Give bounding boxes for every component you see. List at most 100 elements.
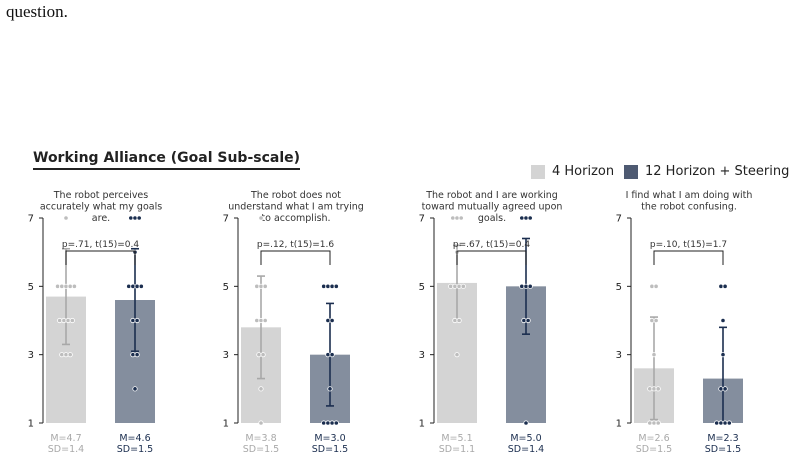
- data-point: [452, 283, 458, 289]
- stat-sd-label: SD=1.1: [439, 444, 475, 455]
- data-point: [57, 317, 63, 324]
- y-tick-label: 3: [419, 350, 425, 361]
- chart-title-line: goals.: [478, 213, 506, 224]
- data-point: [325, 352, 331, 358]
- data-point: [63, 352, 69, 358]
- data-point: [327, 386, 333, 392]
- stat-sd-label: SD=1.5: [243, 444, 279, 455]
- data-point: [450, 215, 456, 221]
- data-point: [134, 317, 140, 324]
- chart-title-line: The robot and I are working: [425, 190, 558, 201]
- data-point: [134, 283, 140, 289]
- data-point: [523, 283, 529, 289]
- legend-label-12-horizon: 12 Horizon + Steering: [645, 164, 790, 179]
- data-point: [130, 317, 136, 324]
- data-point: [722, 283, 728, 289]
- data-point: [720, 352, 726, 358]
- stat-mean-label: M=4.6: [119, 433, 150, 444]
- chart-title-line: to accomplish.: [261, 213, 330, 224]
- data-point: [521, 317, 527, 324]
- data-point: [132, 215, 138, 221]
- data-point: [454, 215, 460, 221]
- data-point: [329, 283, 335, 289]
- chart-title-line: The robot does not: [250, 190, 341, 201]
- data-point: [653, 317, 659, 324]
- stat-sd-label: SD=1.5: [705, 444, 741, 455]
- significance-label: p=.12, t(15)=1.6: [257, 240, 334, 250]
- caption-tail: question.: [6, 2, 68, 21]
- data-point: [456, 283, 462, 289]
- chart-title-line: I find what I am doing with: [626, 190, 753, 201]
- data-point: [71, 283, 78, 289]
- significance-label: p=.71, t(15)=0.4: [62, 240, 139, 250]
- y-tick-label: 7: [616, 214, 622, 225]
- data-point: [128, 215, 134, 221]
- data-point: [647, 386, 653, 392]
- data-point: [649, 317, 655, 324]
- y-tick-label: 3: [616, 350, 622, 361]
- y-tick-label: 5: [223, 282, 229, 293]
- legend-item-4-horizon: 4 Horizon: [531, 164, 614, 179]
- chart-title-line: understand what I am trying: [228, 202, 364, 213]
- data-point: [63, 283, 69, 289]
- data-point: [67, 352, 73, 358]
- data-point: [649, 283, 655, 289]
- data-point: [718, 420, 724, 426]
- stat-mean-label: M=3.0: [314, 433, 345, 444]
- chart-title-line: The robot perceives: [53, 190, 149, 201]
- stat-sd-label: SD=1.4: [48, 444, 84, 455]
- y-tick-label: 7: [223, 214, 229, 225]
- chart-title-line: toward mutually agreed upon: [422, 202, 563, 213]
- data-point: [456, 317, 462, 324]
- chart-title-line: accurately what my goals: [40, 202, 162, 213]
- data-point: [647, 420, 653, 426]
- data-point: [651, 420, 657, 426]
- y-tick-label: 5: [616, 282, 622, 293]
- data-point: [69, 317, 75, 324]
- data-point: [333, 420, 339, 426]
- data-point: [59, 283, 65, 289]
- legend-item-12-horizon: 12 Horizon + Steering: [624, 164, 789, 179]
- data-point: [525, 317, 531, 324]
- data-point: [519, 283, 525, 289]
- data-point: [523, 215, 529, 221]
- data-point: [523, 420, 529, 426]
- data-point: [65, 317, 71, 324]
- data-point: [655, 386, 661, 392]
- data-point: [63, 215, 69, 221]
- stat-mean-label: M=5.0: [510, 433, 541, 444]
- data-point: [130, 352, 136, 358]
- figure-title: Working Alliance (Goal Sub-scale): [33, 150, 301, 170]
- data-point: [262, 283, 268, 289]
- y-tick-label: 1: [616, 419, 622, 430]
- data-point: [260, 352, 266, 358]
- data-point: [321, 283, 327, 289]
- data-point: [138, 283, 144, 289]
- y-tick-label: 7: [419, 214, 425, 225]
- data-point: [333, 283, 339, 289]
- stat-mean-label: M=2.6: [638, 433, 669, 444]
- data-point: [136, 215, 142, 221]
- data-point: [254, 283, 260, 289]
- data-point: [61, 317, 67, 324]
- data-point: [329, 352, 335, 358]
- data-point: [134, 352, 140, 358]
- legend-swatch-4-horizon: [531, 164, 545, 179]
- stat-mean-label: M=2.3: [707, 433, 738, 444]
- significance-bracket: [65, 250, 136, 265]
- data-point: [258, 420, 264, 426]
- significance-label: p=.10, t(15)=1.7: [650, 240, 727, 250]
- stat-sd-label: SD=1.4: [508, 444, 544, 455]
- data-point: [720, 317, 726, 324]
- data-point: [258, 215, 264, 221]
- legend-label-4-horizon: 4 Horizon: [552, 164, 615, 179]
- data-point: [67, 283, 73, 289]
- y-tick-label: 5: [419, 282, 425, 293]
- data-point: [519, 215, 525, 221]
- data-point: [325, 420, 331, 426]
- y-tick-label: 7: [28, 214, 34, 225]
- significance-bracket: [456, 250, 527, 265]
- data-point: [527, 283, 533, 289]
